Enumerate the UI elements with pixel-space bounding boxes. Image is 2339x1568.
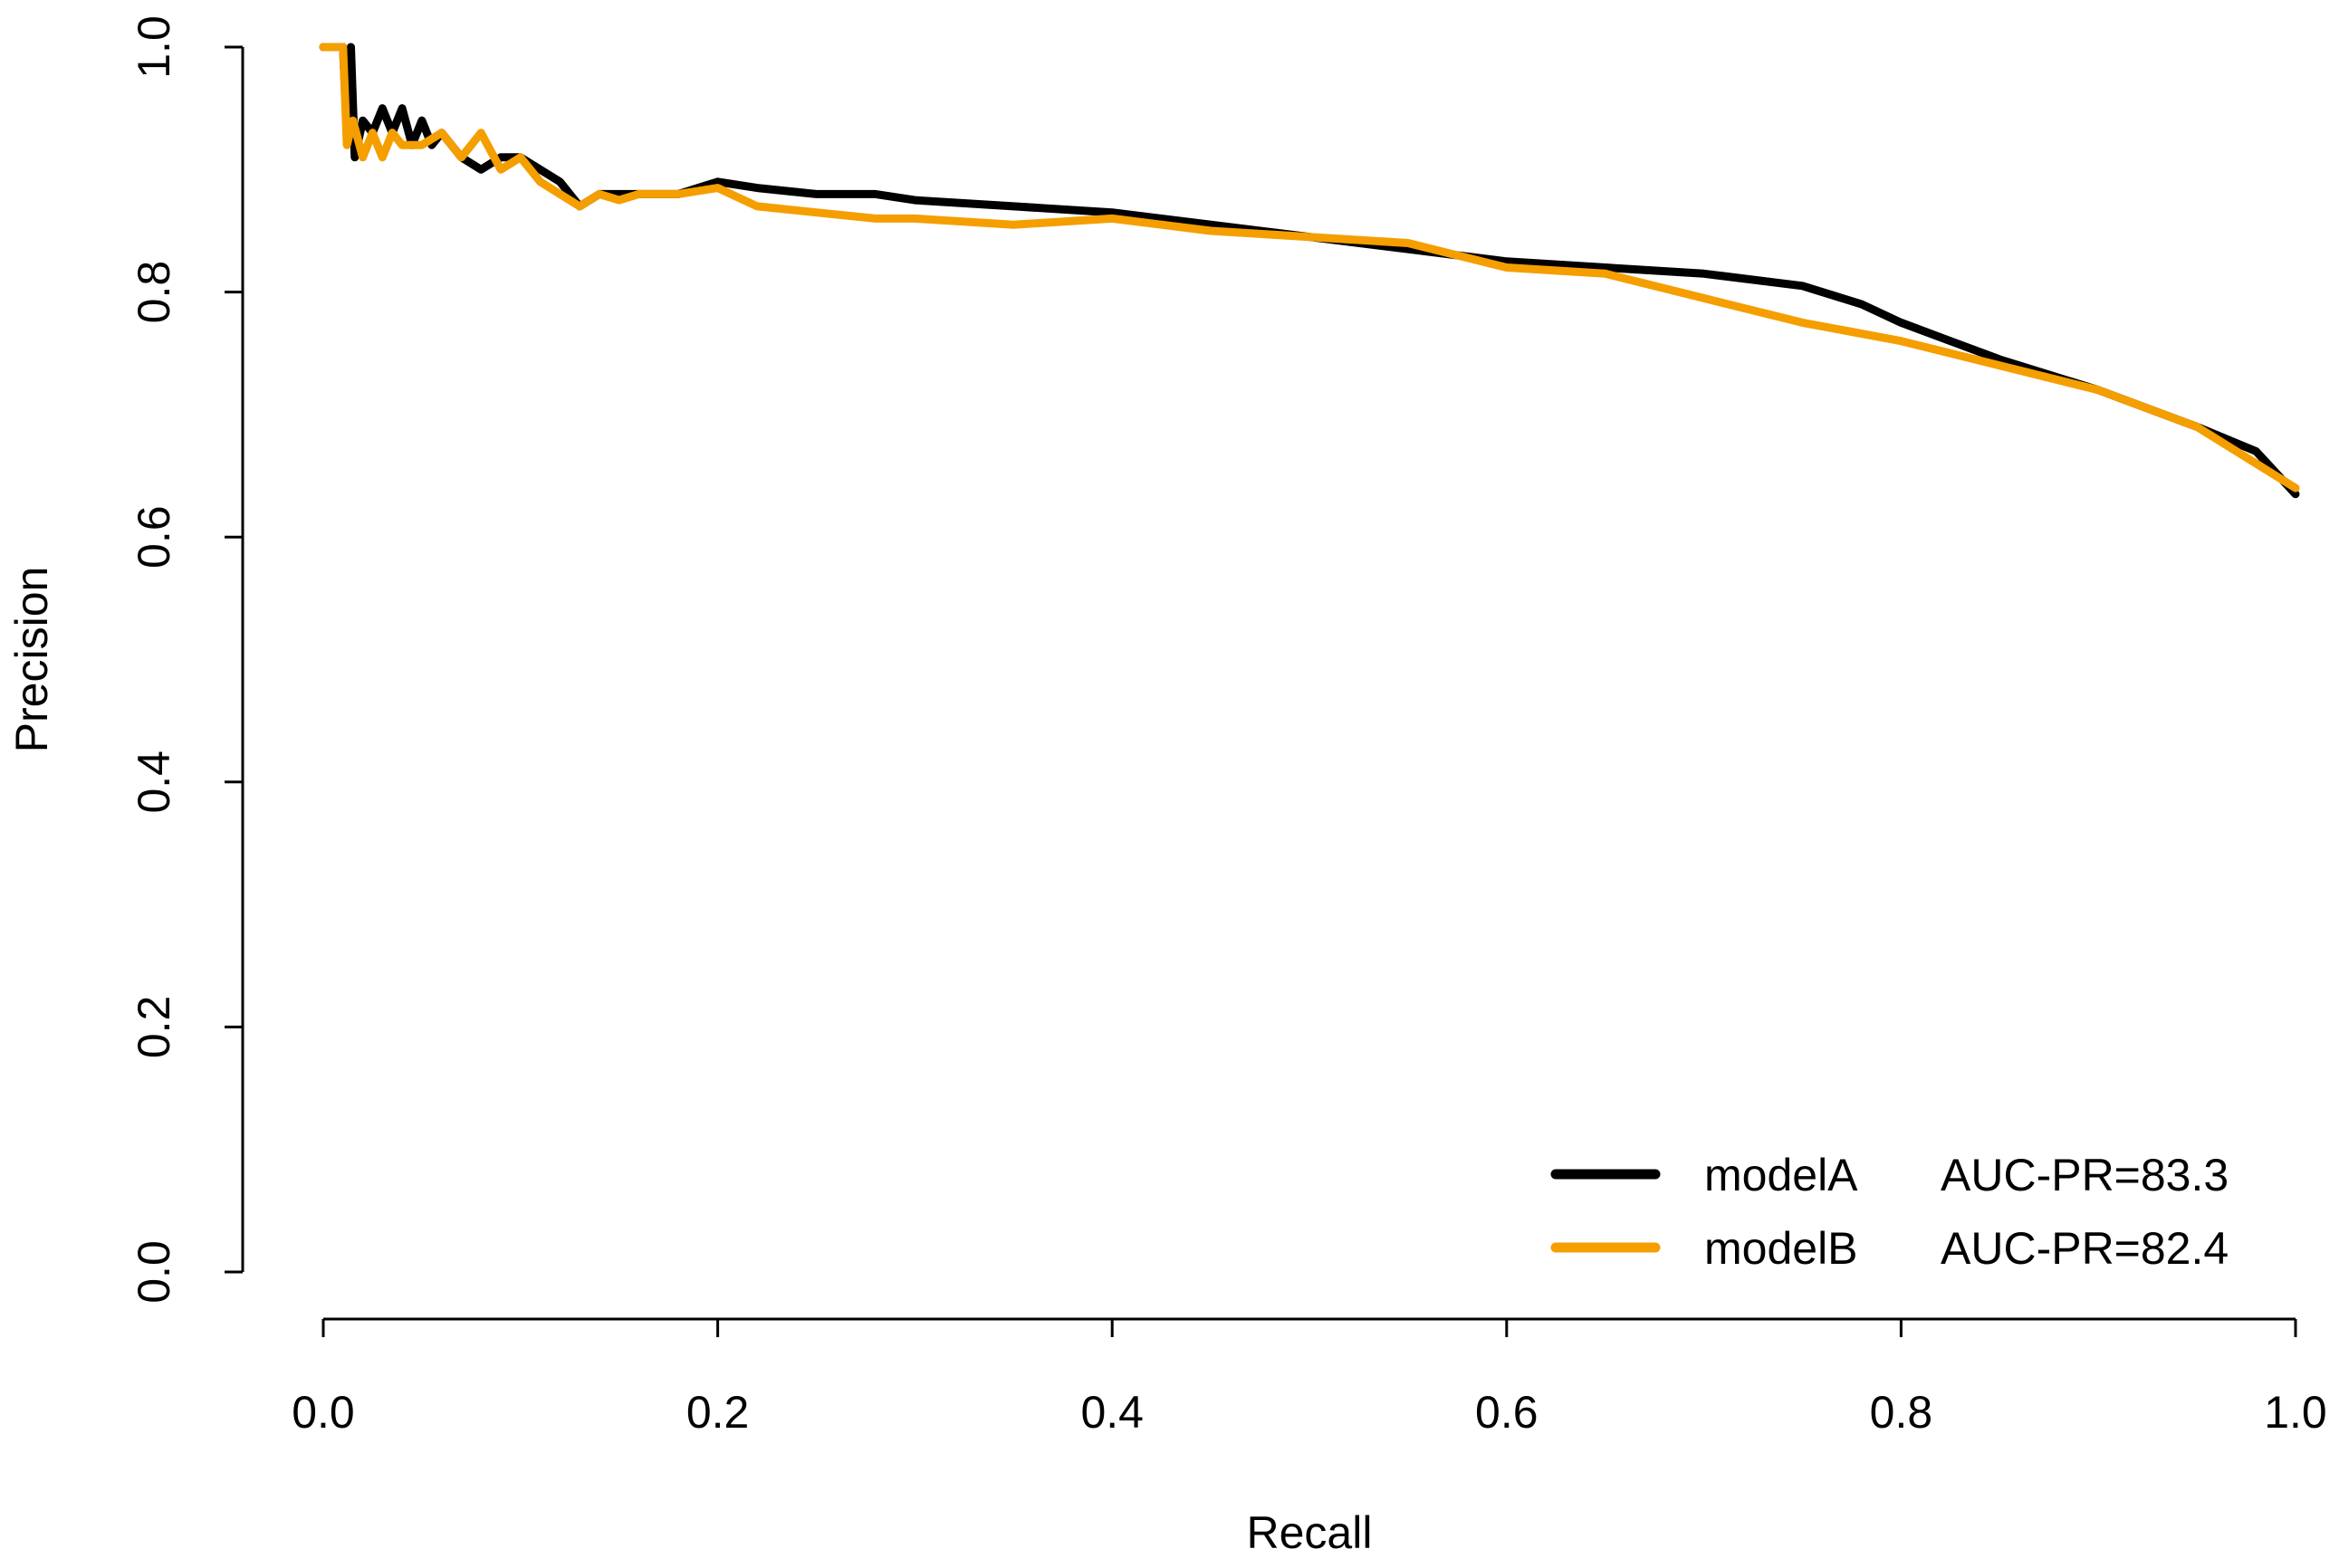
- legend-metric-modelB: AUC-PR=82.4: [1941, 1223, 2229, 1274]
- x-tick-label: 0.4: [1080, 1387, 1144, 1438]
- y-tick-label: 0.0: [129, 1240, 179, 1304]
- x-tick-label: 0.8: [1870, 1387, 1933, 1438]
- series-layer: [319, 43, 2300, 499]
- x-tick-label: 1.0: [2264, 1387, 2327, 1438]
- x-tick-label: 0.0: [292, 1387, 355, 1438]
- y-tick-label: 1.0: [129, 15, 179, 79]
- legend-label-modelA: modelA: [1704, 1150, 1858, 1200]
- series-line-modelA: [319, 43, 2300, 499]
- axes: 0.0 0.2 0.4 0.6 0.8 1.0 0.0 0.2 0.4 0.6 0.8 1.0: [129, 15, 2327, 1438]
- y-axis-title: Precision: [6, 567, 57, 753]
- x-axis-title: Recall: [1247, 1507, 1373, 1558]
- x-tick-label: 0.2: [686, 1387, 750, 1438]
- legend-label-modelB: modelB: [1704, 1223, 1858, 1274]
- legend: modelA AUC-PR=83.3 modelB AUC-PR=82.4: [1550, 1150, 2229, 1274]
- y-tick-label: 0.6: [129, 505, 179, 569]
- legend-metric-modelA: AUC-PR=83.3: [1941, 1150, 2229, 1200]
- y-tick-label: 0.8: [129, 261, 179, 324]
- x-tick-label: 0.6: [1475, 1387, 1539, 1438]
- series-line-modelB: [319, 43, 2300, 492]
- y-tick-label: 0.4: [129, 751, 179, 814]
- y-tick-label: 0.2: [129, 996, 179, 1059]
